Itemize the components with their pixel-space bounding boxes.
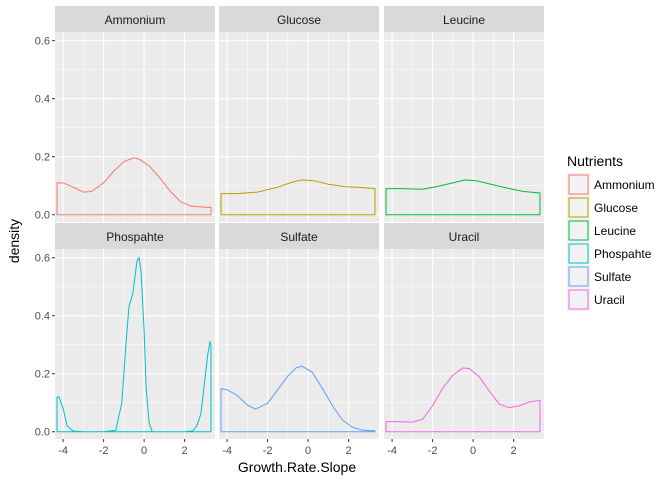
x-tick-label: -2 — [263, 445, 273, 457]
legend: Nutrients Ammonium Glucose Leucine Phospaht… — [567, 153, 655, 311]
facet-strip — [55, 6, 215, 32]
legend-label: Phospahte — [594, 247, 652, 261]
facet-strip-label: Glucose — [277, 13, 321, 27]
legend-item-leucine: Leucine — [567, 219, 636, 242]
density-curve-leucine — [385, 179, 541, 216]
panel-background — [384, 249, 544, 439]
grid-lines — [55, 249, 215, 439]
legend-key — [568, 266, 589, 287]
legend-key-background — [567, 196, 590, 219]
x-tick-label: -4 — [222, 445, 232, 457]
density-curve-phospahte — [56, 256, 212, 433]
facet-strip-label: Sulfate — [280, 230, 318, 244]
panel-background — [384, 32, 544, 222]
legend-key — [568, 289, 589, 310]
legend-label: Glucose — [594, 201, 638, 215]
facet-panels: Ammonium Glucose Leucine Phospahte Sulfate Ur… — [55, 6, 544, 439]
legend-key — [568, 220, 589, 241]
x-tick-label: -2 — [99, 445, 109, 457]
facet-panel-glucose: Glucose — [219, 6, 379, 222]
x-tick-label: 2 — [511, 445, 517, 457]
legend-key — [568, 243, 589, 264]
facet-strip-label: Phospahte — [106, 230, 164, 244]
y-axis-title: density — [6, 219, 22, 263]
y-tick-label: 0.6 — [35, 253, 50, 265]
y-tick-label: 0.2 — [35, 369, 50, 381]
facet-panel-phospahte: Phospahte — [55, 223, 215, 439]
density-curve-glucose — [220, 179, 376, 216]
legend-label: Sulfate — [594, 270, 632, 284]
legend-key-background — [567, 242, 590, 265]
panel-background — [55, 249, 215, 439]
facet-strip-label: Leucine — [443, 13, 485, 27]
x-tick-label: 0 — [305, 445, 311, 457]
legend-item-glucose: Glucose — [567, 196, 638, 219]
legend-key-background — [567, 173, 590, 196]
axes: 0.0 0.2 0.4 0.6 0.0 0.2 0.4 0.6 -4 -2 0 2 -4 -2 0 2 -4 -2… — [35, 36, 517, 457]
density-curve-sulfate — [220, 365, 376, 433]
facet-strip — [384, 223, 544, 249]
facet-panel-leucine: Leucine — [384, 6, 544, 222]
facet-panel-uracil: Uracil — [384, 223, 544, 439]
legend-item-sulfate: Sulfate — [567, 265, 632, 288]
y-tick-label: 0.0 — [35, 427, 50, 439]
x-tick-label: 0 — [141, 445, 147, 457]
legend-key-background — [567, 288, 590, 311]
x-tick-label: -2 — [428, 445, 438, 457]
legend-key-background — [567, 219, 590, 242]
y-tick-label: 0.4 — [35, 94, 50, 106]
panel-background — [55, 32, 215, 222]
x-tick-label: -4 — [387, 445, 397, 457]
legend-item-phospahte: Phospahte — [567, 242, 652, 265]
facet-strip — [219, 223, 379, 249]
x-tick-label: -4 — [58, 445, 68, 457]
panel-background — [219, 32, 379, 222]
facet-strip — [384, 6, 544, 32]
y-tick-label: 0.2 — [35, 152, 50, 164]
facet-panel-ammonium: Ammonium — [55, 6, 215, 222]
legend-item-ammonium: Ammonium — [567, 173, 655, 196]
legend-label: Leucine — [594, 224, 636, 238]
y-tick-label: 0.0 — [35, 210, 50, 222]
facet-strip-label: Uracil — [449, 230, 480, 244]
y-tick-label: 0.6 — [35, 36, 50, 48]
x-axis-title: Growth.Rate.Slope — [238, 459, 356, 475]
legend-title: Nutrients — [567, 153, 623, 169]
legend-key-background — [567, 265, 590, 288]
y-tick-label: 0.4 — [35, 311, 50, 323]
facet-strip-label: Ammonium — [105, 13, 166, 27]
legend-key — [568, 174, 589, 195]
facet-strip — [55, 223, 215, 249]
legend-key — [568, 197, 589, 218]
legend-label: Uracil — [594, 293, 625, 307]
x-tick-label: 2 — [182, 445, 188, 457]
density-curve-uracil — [385, 367, 541, 433]
facet-strip — [219, 6, 379, 32]
density-curve-ammonium — [56, 157, 212, 216]
panel-background — [219, 249, 379, 439]
grid-lines — [219, 32, 379, 222]
x-tick-label: 2 — [346, 445, 352, 457]
legend-item-uracil: Uracil — [567, 288, 625, 311]
legend-label: Ammonium — [594, 178, 655, 192]
x-tick-label: 0 — [470, 445, 476, 457]
facet-panel-sulfate: Sulfate — [219, 223, 379, 439]
